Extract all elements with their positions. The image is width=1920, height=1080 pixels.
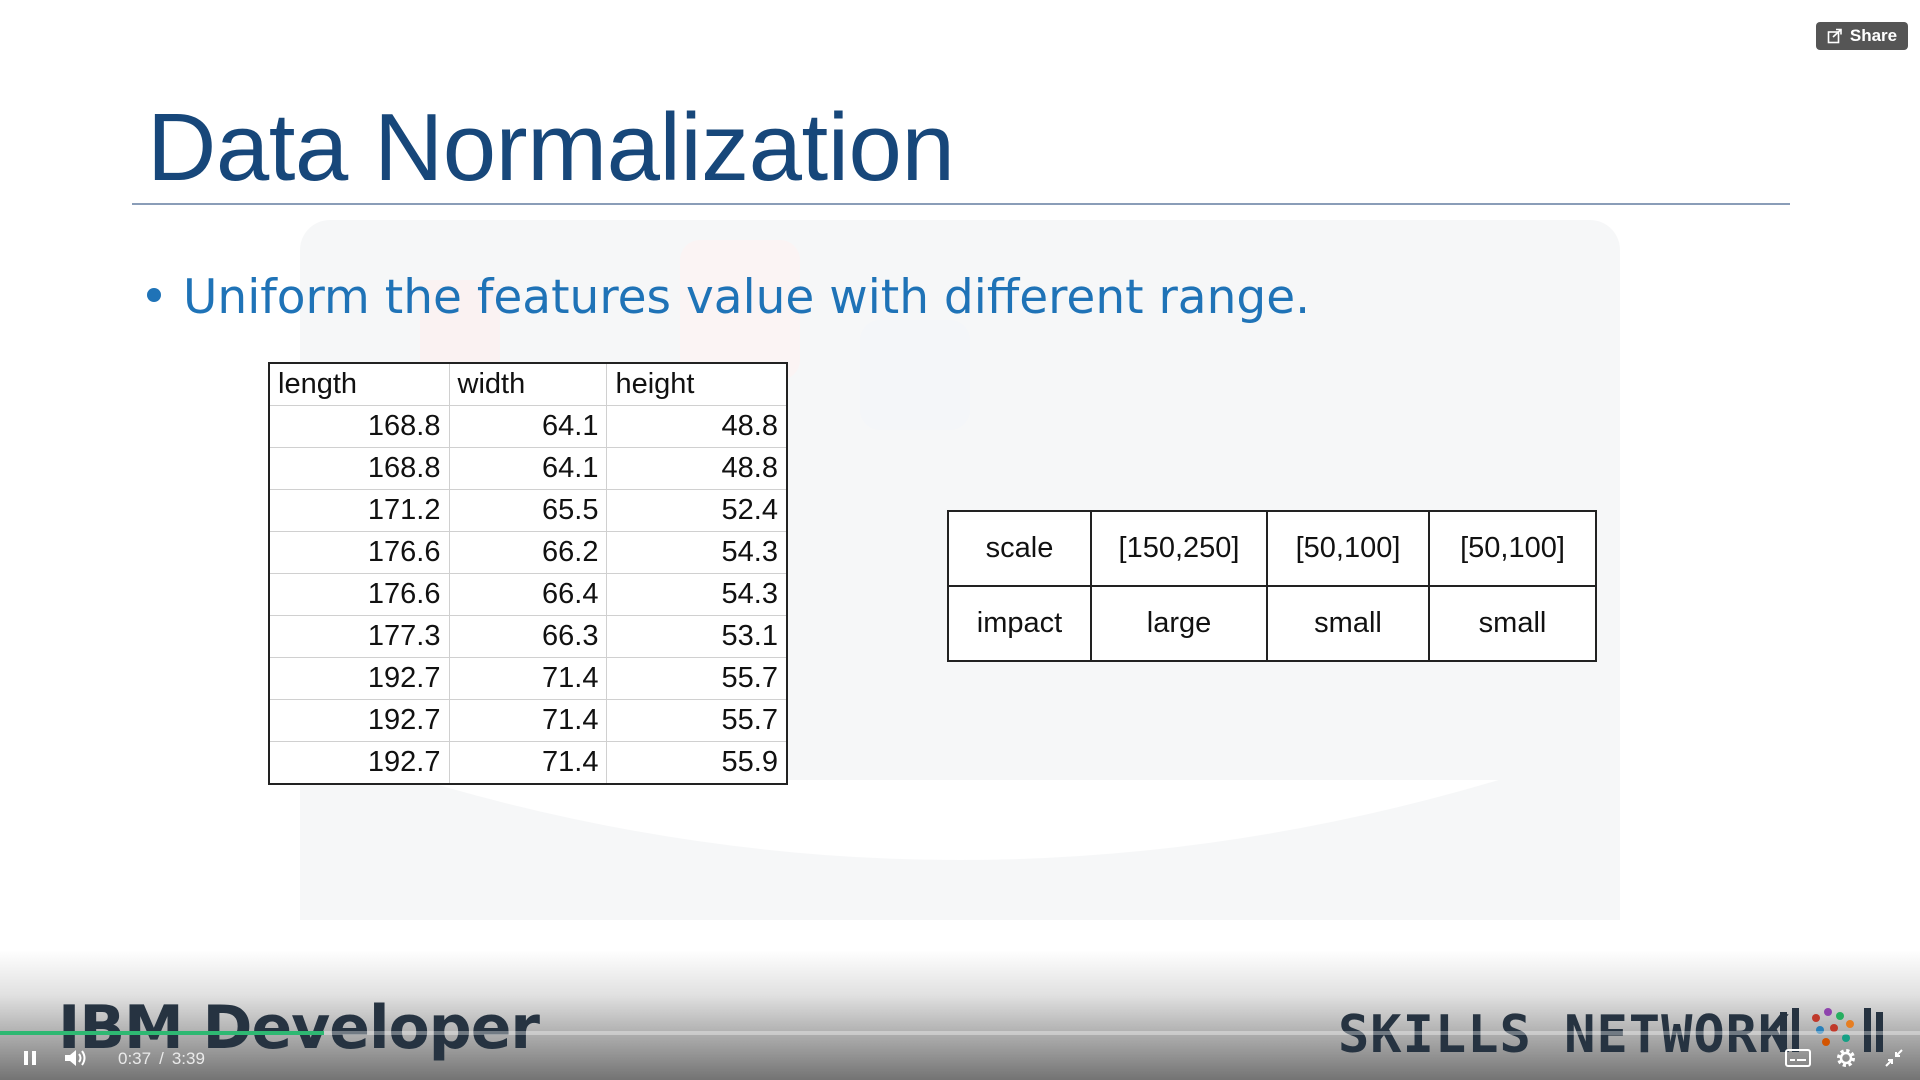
table-cell: 48.8: [606, 405, 788, 448]
table-cell: 66.4: [448, 573, 608, 616]
time-separator: /: [159, 1049, 164, 1068]
table-cell: [50,100]: [1428, 510, 1597, 587]
slide-title: Data Normalization: [147, 94, 955, 201]
captions-icon: [1785, 1049, 1811, 1067]
settings-button[interactable]: [1828, 1040, 1864, 1076]
slide-bullet: Uniform the features value with differen…: [147, 270, 1310, 325]
table-cell: 64.1: [448, 447, 608, 490]
table-cell: 168.8: [268, 447, 450, 490]
column-header-length: length: [268, 362, 450, 406]
table-cell: 192.7: [268, 699, 450, 742]
table-cell: 171.2: [268, 489, 450, 532]
table-cell: 64.1: [448, 405, 608, 448]
progress-bar[interactable]: [0, 1031, 1920, 1035]
volume-button[interactable]: [58, 1040, 94, 1076]
column-header-width: width: [448, 362, 608, 406]
table-cell: 65.5: [448, 489, 608, 532]
table-row: 177.3 66.3 53.1: [268, 615, 788, 658]
settings-icon: [1837, 1049, 1855, 1067]
table-row: 168.8 64.1 48.8: [268, 405, 788, 448]
table-cell: [50,100]: [1266, 510, 1430, 587]
brand-skills-network: SKILLS NETWORK: [1338, 1005, 1791, 1065]
table-cell: 53.1: [606, 615, 788, 658]
share-icon: [1827, 28, 1842, 44]
captions-button[interactable]: [1780, 1040, 1816, 1076]
bullet-dot: [147, 287, 161, 302]
scale-impact-table: scale [150,250] [50,100] [50,100] impact…: [947, 510, 1597, 662]
table-row: 176.6 66.2 54.3: [268, 531, 788, 574]
table-cell: 48.8: [606, 447, 788, 490]
pause-icon: [24, 1051, 36, 1065]
table-header-row: length width height: [268, 362, 788, 406]
feature-data-table: length width height 168.8 64.1 48.8 168.…: [268, 362, 788, 785]
table-cell: small: [1266, 585, 1430, 662]
progress-fill: [0, 1031, 325, 1035]
table-cell: 71.4: [448, 699, 608, 742]
table-row: 168.8 64.1 48.8: [268, 447, 788, 490]
table-cell: 55.7: [606, 657, 788, 700]
table-row: 192.7 71.4 55.7: [268, 657, 788, 700]
table-row: 176.6 66.4 54.3: [268, 573, 788, 616]
pause-button[interactable]: [14, 1040, 46, 1076]
table-cell: large: [1090, 585, 1268, 662]
player-controls: [0, 1040, 1920, 1076]
table-row: 171.2 65.5 52.4: [268, 489, 788, 532]
table-cell: 176.6: [268, 573, 450, 616]
table-cell: 66.3: [448, 615, 608, 658]
table-cell: 71.4: [448, 741, 608, 785]
current-time: 0:37: [118, 1049, 152, 1068]
table-cell: 55.7: [606, 699, 788, 742]
skills-network-logo-icon: [1780, 1008, 1883, 1052]
bullet-text: Uniform the features value with differen…: [183, 270, 1311, 325]
duration: 3:39: [171, 1049, 205, 1068]
share-label: Share: [1849, 26, 1898, 45]
column-header-height: height: [606, 362, 788, 406]
table-cell: 66.2: [448, 531, 608, 574]
volume-icon: [65, 1050, 86, 1066]
table-cell: small: [1428, 585, 1597, 662]
table-cell: 177.3: [268, 615, 450, 658]
table-cell: 71.4: [448, 657, 608, 700]
table-cell: impact: [947, 585, 1092, 662]
table-cell: 54.3: [606, 531, 788, 574]
table-cell: scale: [947, 510, 1092, 587]
exit-fullscreen-icon: [1885, 1049, 1903, 1067]
table-row-impact: impact large small small: [947, 585, 1597, 662]
table-cell: 168.8: [268, 405, 450, 448]
table-cell: 176.6: [268, 531, 450, 574]
table-row: 192.7 71.4 55.7: [268, 699, 788, 742]
table-row-scale: scale [150,250] [50,100] [50,100]: [947, 510, 1597, 587]
time-display: 0:37 / 3:39: [118, 1049, 205, 1069]
title-divider: [132, 203, 1790, 205]
table-cell: [150,250]: [1090, 510, 1268, 587]
controls-gradient: [0, 950, 1920, 1080]
table-cell: 192.7: [268, 741, 450, 785]
table-row: 192.7 71.4 55.9: [268, 741, 788, 785]
table-cell: 52.4: [606, 489, 788, 532]
table-cell: 192.7: [268, 657, 450, 700]
exit-fullscreen-button[interactable]: [1876, 1040, 1912, 1076]
table-cell: 54.3: [606, 573, 788, 616]
brand-ibm-developer: IBM Developer: [58, 993, 540, 1063]
table-cell: 55.9: [606, 741, 788, 785]
share-button[interactable]: Share: [1816, 22, 1908, 50]
